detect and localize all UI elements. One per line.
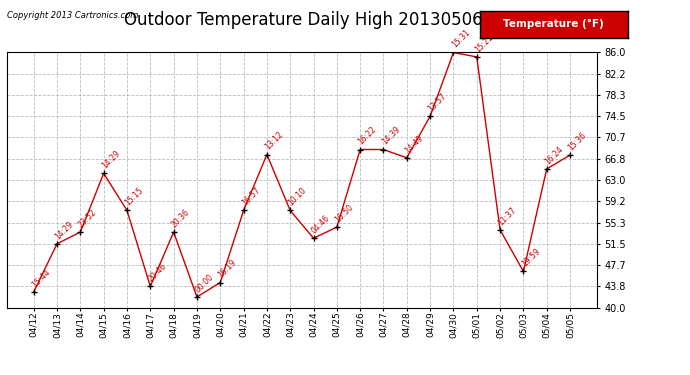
Text: 13:57: 13:57 <box>426 92 449 114</box>
Text: 16:50: 16:50 <box>333 202 355 224</box>
Text: 14:49: 14:49 <box>403 133 425 155</box>
Text: 11:37: 11:37 <box>497 206 518 227</box>
Text: 04:46: 04:46 <box>310 213 332 236</box>
Text: 20:36: 20:36 <box>170 207 192 230</box>
Text: 16:22: 16:22 <box>357 125 378 147</box>
Text: 15:15: 15:15 <box>124 186 145 208</box>
Text: 15:21: 15:21 <box>473 33 495 54</box>
Text: Copyright 2013 Cartronics.com: Copyright 2013 Cartronics.com <box>7 11 138 20</box>
Text: 10:10: 10:10 <box>286 186 308 208</box>
Text: 15:44: 15:44 <box>30 267 52 289</box>
Text: 13:12: 13:12 <box>264 130 285 152</box>
Text: 14:29: 14:29 <box>100 149 122 171</box>
Text: 20:46: 20:46 <box>147 262 168 284</box>
Text: 00:00: 00:00 <box>193 272 215 294</box>
Text: Temperature (°F): Temperature (°F) <box>503 19 604 29</box>
Text: 16:57: 16:57 <box>240 186 262 208</box>
Text: 14:39: 14:39 <box>380 125 402 147</box>
Text: Outdoor Temperature Daily High 20130506: Outdoor Temperature Daily High 20130506 <box>124 11 483 29</box>
Text: 14:29: 14:29 <box>53 219 75 241</box>
Text: 16:24: 16:24 <box>543 144 565 166</box>
Text: 19:59: 19:59 <box>520 247 542 269</box>
Text: 15:31: 15:31 <box>450 28 471 50</box>
Text: 16:19: 16:19 <box>217 258 239 280</box>
Text: 15:36: 15:36 <box>566 130 589 152</box>
Text: 23:52: 23:52 <box>77 208 99 230</box>
